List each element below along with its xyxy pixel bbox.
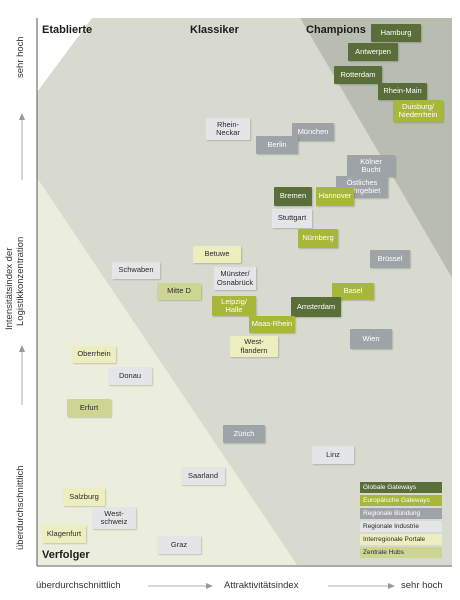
zone-klassiker-title: Klassiker [190,24,239,36]
legend-item: Regionale Bündung [360,508,442,519]
region-label: München [292,123,334,141]
region-label: Zürich [223,425,265,443]
region-label: Linz [312,446,354,464]
y-arrowhead-lower [19,345,25,352]
region-label: Betuwe [193,246,241,263]
legend-item: Globale Gateways [360,482,442,493]
region-label: Oberrhein [72,346,116,363]
region-label: Berlin [256,136,298,154]
y-high-label: sehr hoch [15,36,26,78]
y-low-label: überdurchschnittlich [15,465,26,551]
region-label: Rotterdam [334,66,382,84]
x-arrowhead-left [206,583,213,589]
region-label: Erfurt [67,399,111,417]
region-label: Duisburg/ Niederrhein [393,100,443,122]
region-label: Basel [332,283,374,300]
region-label: Wien [350,329,392,349]
region-label: Graz [157,536,201,554]
region-label: Rhein-Main [378,83,427,100]
x-low-label: überdurchschnittlich [36,580,121,591]
region-label: Bremen [274,187,312,206]
region-label: Münster/ Osnabrück [214,267,256,290]
region-label: Leipzig/ Halle [212,296,256,316]
legend-item: Regionale Industrie [360,521,442,532]
zone-etablierte-title: Etablierte [42,24,93,36]
zone-verfolger-title: Verfolger [42,549,90,561]
region-label: Maas-Rhein [249,316,295,333]
x-axis-title: Attraktivitätsindex [224,580,299,591]
region-label: Hannover [316,187,354,206]
region-label: Saarland [181,467,225,485]
region-label: West- flandern [230,336,278,357]
legend: Globale Gateways Europäische Gateways Regi… [358,480,444,560]
region-label: Salzburg [63,488,105,506]
region-label: Kölner Bucht [347,155,395,177]
region-label: Mitte D [157,283,201,300]
y-axis-title-line1: Intensitätsindex der [4,247,15,330]
y-axis-title-line2: Logistikkonzentration [15,236,26,326]
region-label: Stuttgart [272,209,312,228]
region-label: Hamburg [371,24,421,42]
region-label: Rhein- Neckar [206,118,250,140]
y-arrowhead-upper [19,113,25,120]
region-label: Antwerpen [348,43,398,61]
region-label: Amsterdam [291,297,341,317]
zone-champions-title: Champions [306,24,366,36]
legend-item: Zentrale Hubs [360,547,442,558]
region-label: Donau [108,367,152,385]
zone-klassiker-bg [37,18,452,565]
region-label: Schwaben [112,262,160,279]
region-label: Klagenfurt [42,525,86,543]
region-label: West- schweiz [92,507,136,529]
region-label: Nürnberg [298,229,338,248]
legend-item: Interregionale Portale [360,534,442,545]
x-high-label: sehr hoch [401,580,443,591]
x-arrowhead-right [388,583,395,589]
region-label: Brüssel [370,250,410,268]
legend-item: Europäische Gateways [360,495,442,506]
